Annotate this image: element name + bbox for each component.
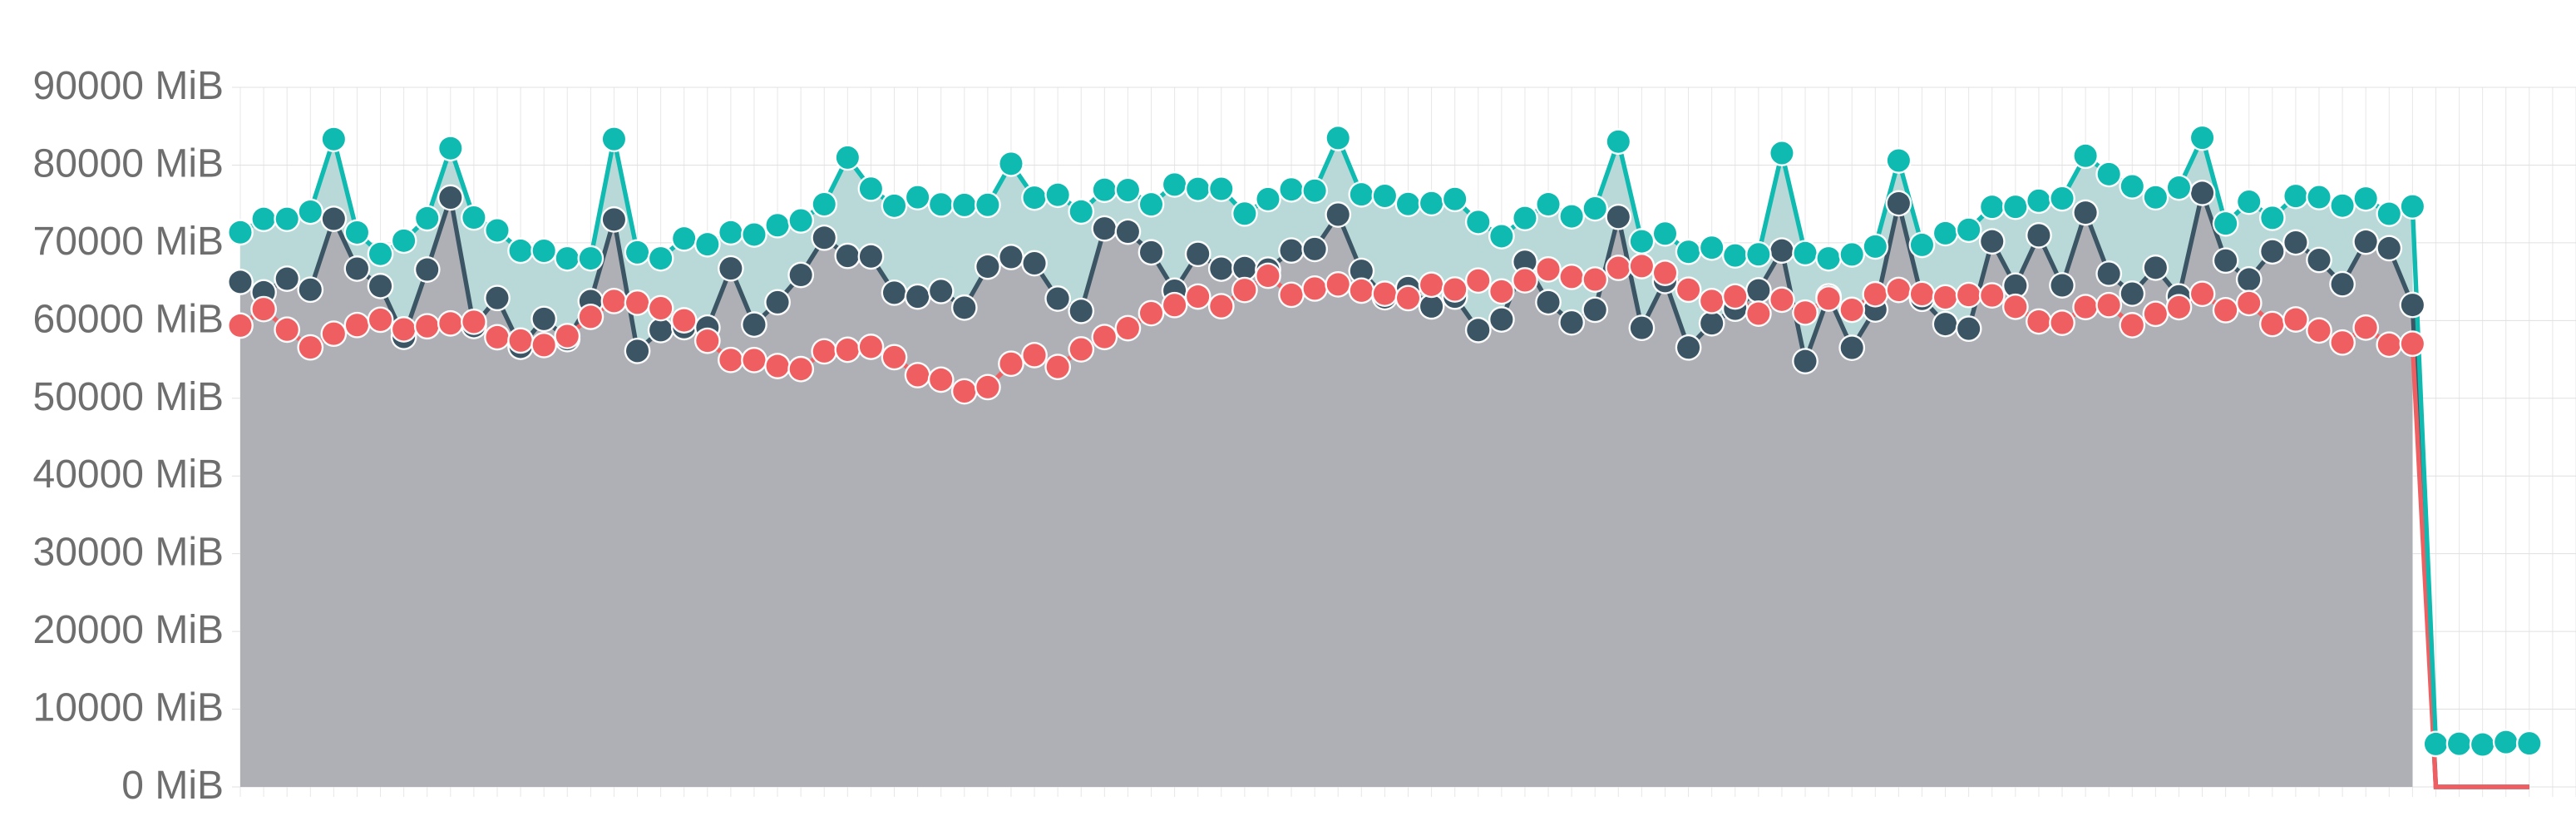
svg-text:10000 MiB: 10000 MiB: [33, 686, 224, 730]
svg-text:40000 MiB: 40000 MiB: [33, 453, 224, 497]
svg-text:70000 MiB: 70000 MiB: [33, 220, 224, 264]
svg-text:50000 MiB: 50000 MiB: [33, 375, 224, 419]
svg-text:80000 MiB: 80000 MiB: [33, 141, 224, 185]
svg-text:30000 MiB: 30000 MiB: [33, 531, 224, 575]
svg-text:90000 MiB: 90000 MiB: [33, 64, 224, 108]
svg-text:60000 MiB: 60000 MiB: [33, 297, 224, 341]
svg-text:0 MiB: 0 MiB: [121, 764, 224, 808]
svg-text:20000 MiB: 20000 MiB: [33, 608, 224, 652]
